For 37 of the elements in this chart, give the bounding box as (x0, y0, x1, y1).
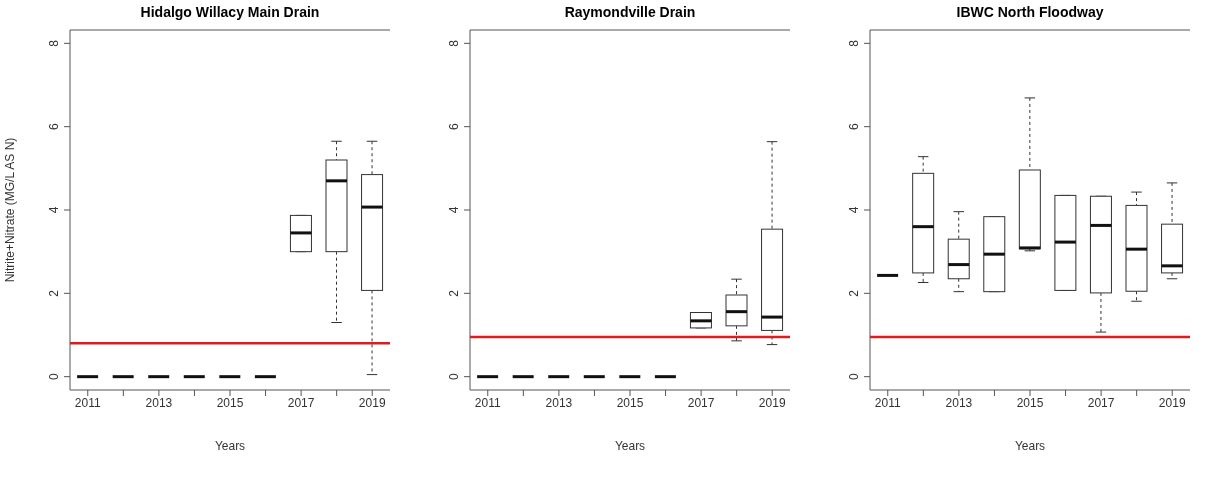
x-tick-label: 2011 (74, 395, 101, 410)
x-tick-label: 2015 (616, 395, 644, 410)
y-tick-label: 4 (447, 206, 461, 214)
chart-title: IBWC North Floodway (955, 4, 1105, 20)
y-tick-label: 4 (847, 206, 861, 214)
x-axis-title: Years (614, 439, 646, 453)
x-tick-label: 2015 (1016, 395, 1044, 410)
y-axis-title: Nitrite+Nitrate (MG/L AS N) (3, 137, 18, 283)
x-tick-label: 2017 (687, 395, 715, 410)
x-tick-label: 2017 (287, 395, 315, 410)
y-tick-label: 6 (847, 123, 861, 131)
chart-title: Raymondville Drain (563, 4, 697, 20)
y-tick-label: 8 (47, 39, 61, 47)
x-tick-label: 2013 (545, 395, 573, 410)
x-axis-title: Years (214, 439, 246, 453)
y-tick-label: 6 (447, 123, 461, 131)
y-tick-label: 2 (847, 289, 861, 297)
x-tick-label: 2017 (1087, 395, 1115, 410)
y-tick-label: 0 (447, 373, 461, 381)
y-tick-label: 8 (847, 39, 861, 47)
x-tick-label: 2019 (358, 395, 386, 410)
x-tick-label: 2011 (874, 395, 901, 410)
x-tick-label: 2013 (945, 395, 973, 410)
x-tick-label: 2015 (216, 395, 244, 410)
y-tick-label: 6 (47, 123, 61, 131)
x-tick-label: 2019 (1158, 395, 1186, 410)
x-tick-label: 2013 (145, 395, 173, 410)
x-tick-label: 2011 (474, 395, 501, 410)
x-tick-label: 2019 (758, 395, 786, 410)
y-tick-label: 0 (47, 373, 61, 381)
y-tick-label: 2 (47, 289, 61, 297)
y-tick-label: 0 (847, 373, 861, 381)
y-tick-label: 8 (447, 39, 461, 47)
chart-title: Hidalgo Willacy Main Drain (139, 4, 321, 20)
x-axis-title: Years (1014, 439, 1046, 453)
y-tick-label: 2 (447, 289, 461, 297)
y-tick-label: 4 (47, 206, 61, 214)
